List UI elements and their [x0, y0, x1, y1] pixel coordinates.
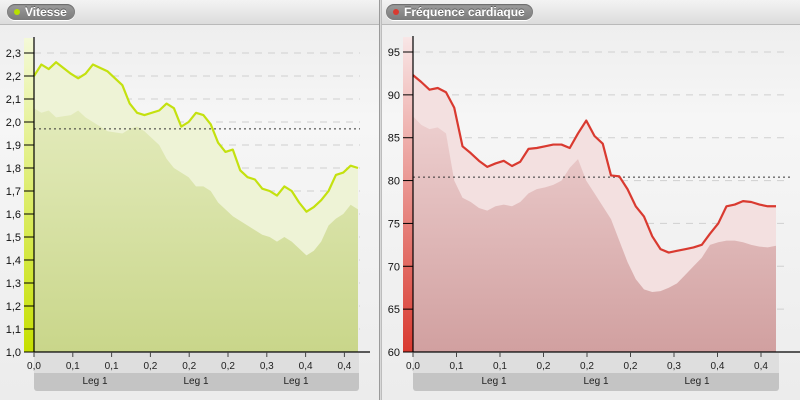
x-tick-label: 0,1: [66, 361, 80, 372]
y-tick-label: 1,6: [6, 209, 21, 221]
y-tick-label: 90: [388, 90, 400, 102]
y-tick-label: 80: [388, 176, 400, 188]
series-dot-icon: [393, 9, 399, 15]
x-tick-label: 0,3: [260, 361, 274, 372]
x-tick-label: 0,3: [667, 361, 681, 372]
leg-label: Leg 1: [583, 376, 608, 387]
frequence-cardiaque-chart: 60 65 70 75 80 85 90 95 0,0 0,1 0,1 0,2 0,2 0,2 0,3 0,4…: [388, 36, 800, 391]
y-tick-label: 1,1: [6, 324, 21, 336]
x-tick-label: 0,1: [450, 361, 464, 372]
y-tick-label: 1,2: [6, 301, 21, 313]
x-tick-label: 0,4: [299, 361, 313, 372]
y-tick-label: 2,2: [6, 71, 21, 83]
y-tick-label: 70: [388, 261, 400, 273]
leg-label: Leg 1: [481, 376, 506, 387]
y-tick-label: 1,9: [6, 140, 21, 152]
panel-divider[interactable]: [379, 0, 382, 400]
data-line: [33, 61, 359, 213]
y-tick-label: 2,3: [6, 48, 21, 60]
panel-header: Vitesse: [0, 0, 379, 25]
panel-frequence-cardiaque: Fréquence cardiaque 60 65 70 75 80 85 90 95 0,0 0…: [382, 0, 800, 400]
x-tick-label: 0,4: [711, 361, 725, 372]
panel-title: Fréquence cardiaque: [404, 5, 525, 19]
panel-vitesse: Vitesse 1,0 1,1 1,2 1,3 1,4 1,5 1,6 1,7 1,8 1,9 2,…: [0, 0, 379, 400]
y-tick-label: 1,0: [6, 347, 21, 359]
y-axis-color-bar: [403, 37, 413, 352]
y-tick-label: 1,5: [6, 232, 21, 244]
y-tick-label: 2,1: [6, 94, 21, 106]
leg-label: Leg 1: [684, 376, 709, 387]
panel-header: Fréquence cardiaque: [382, 0, 800, 25]
x-tick-label: 0,2: [624, 361, 638, 372]
x-tick-label: 0,2: [182, 361, 196, 372]
range-fill-lower: [413, 116, 776, 353]
vitesse-chart: 1,0 1,1 1,2 1,3 1,4 1,5 1,6 1,7 1,8 1,9 2,0 2,1 2,2 2…: [6, 37, 370, 391]
x-tick-label: 0,4: [754, 361, 768, 372]
range-fill-lower: [34, 108, 358, 352]
x-tick-label: 0,1: [493, 361, 507, 372]
series-dot-icon: [14, 9, 20, 15]
y-tick-label: 60: [388, 347, 400, 359]
leg-label: Leg 1: [82, 376, 107, 387]
y-tick-label: 1,3: [6, 278, 21, 290]
panel-title-pill-frequence-cardiaque[interactable]: Fréquence cardiaque: [386, 4, 533, 20]
y-axis-color-bar: [24, 38, 34, 352]
x-tick-label: 0,4: [337, 361, 351, 372]
y-tick-label: 75: [388, 218, 400, 230]
y-tick-label: 65: [388, 304, 400, 316]
panel-title-pill-vitesse[interactable]: Vitesse: [7, 4, 75, 20]
panel-title: Vitesse: [25, 5, 67, 19]
y-tick-label: 1,4: [6, 255, 21, 267]
x-tick-label: 0,1: [105, 361, 119, 372]
x-tick-label: 0,2: [537, 361, 551, 372]
data-line: [412, 74, 776, 254]
x-tick-label: 0,0: [27, 361, 41, 372]
y-tick-label: 95: [388, 47, 400, 59]
y-tick-label: 85: [388, 133, 400, 145]
y-tick-label: 1,8: [6, 163, 21, 175]
x-tick-label: 0,2: [143, 361, 157, 372]
leg-label: Leg 1: [183, 376, 208, 387]
y-tick-label: 1,7: [6, 186, 21, 198]
x-tick-label: 0,0: [406, 361, 420, 372]
x-tick-label: 0,2: [221, 361, 235, 372]
y-tick-label: 2,0: [6, 117, 21, 129]
leg-label: Leg 1: [283, 376, 308, 387]
x-tick-label: 0,2: [580, 361, 594, 372]
